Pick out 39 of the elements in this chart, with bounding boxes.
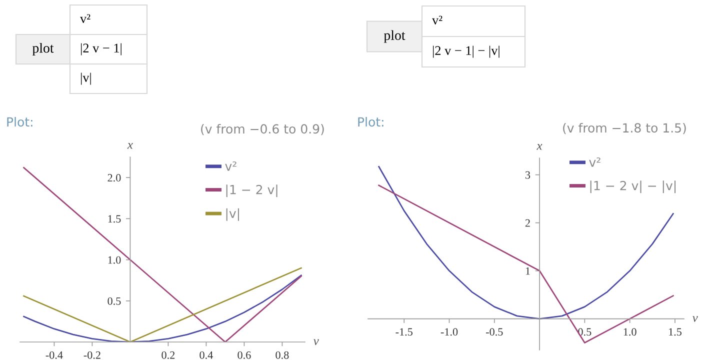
x-tick-label: 1.0: [624, 328, 636, 336]
legend-label: |1 − 2 v|: [226, 184, 278, 198]
text: |2 v − 1| − |v|: [432, 46, 500, 58]
text: |2 v − 1|: [80, 43, 122, 56]
x-tick-label: 1.5: [669, 328, 682, 336]
text: plot: [384, 30, 406, 43]
x-axis-title: v: [692, 316, 698, 322]
x-tick-label: 0.6: [238, 351, 251, 359]
y-tick-label: 2.0: [108, 174, 121, 182]
x-tick-label: 0.8: [276, 351, 289, 359]
legend-label: |1 − 2 v| − |v|: [590, 180, 676, 194]
text: v²: [432, 16, 442, 25]
x-tick-label: 0.4: [200, 351, 213, 359]
legend-label: v²: [589, 157, 600, 167]
x-tick-label: -0.5: [486, 328, 503, 336]
x-tick-label: -1.5: [396, 328, 412, 336]
y-tick-label: 1: [526, 267, 530, 275]
text: v²: [80, 14, 90, 24]
line-series: [378, 166, 674, 320]
y-tick-label: 0.5: [108, 297, 121, 305]
x-tick-label: 0.2: [162, 351, 175, 359]
text: (v from −0.6 to 0.9): [201, 124, 324, 136]
legend-label: |v|: [226, 208, 239, 221]
x-tick-label: -1.0: [440, 328, 458, 336]
x-axis-title: v: [314, 339, 319, 346]
y-axis-title: x: [536, 144, 542, 150]
text: Plot:: [7, 116, 32, 127]
x-tick-label: -0.2: [84, 351, 100, 359]
text: (v from −1.8 to 1.5): [563, 122, 686, 134]
text: plot: [32, 42, 54, 56]
y-axis-title: x: [127, 143, 133, 149]
legend-label: v²: [225, 161, 236, 171]
text: Plot:: [358, 116, 384, 127]
y-tick-label: 2: [525, 219, 530, 227]
x-tick-label: -0.4: [46, 351, 63, 359]
y-tick-label: 1.0: [108, 256, 121, 264]
text: |v|: [80, 72, 91, 85]
y-tick-label: 1.5: [108, 215, 121, 223]
y-tick-label: 3: [525, 171, 530, 179]
